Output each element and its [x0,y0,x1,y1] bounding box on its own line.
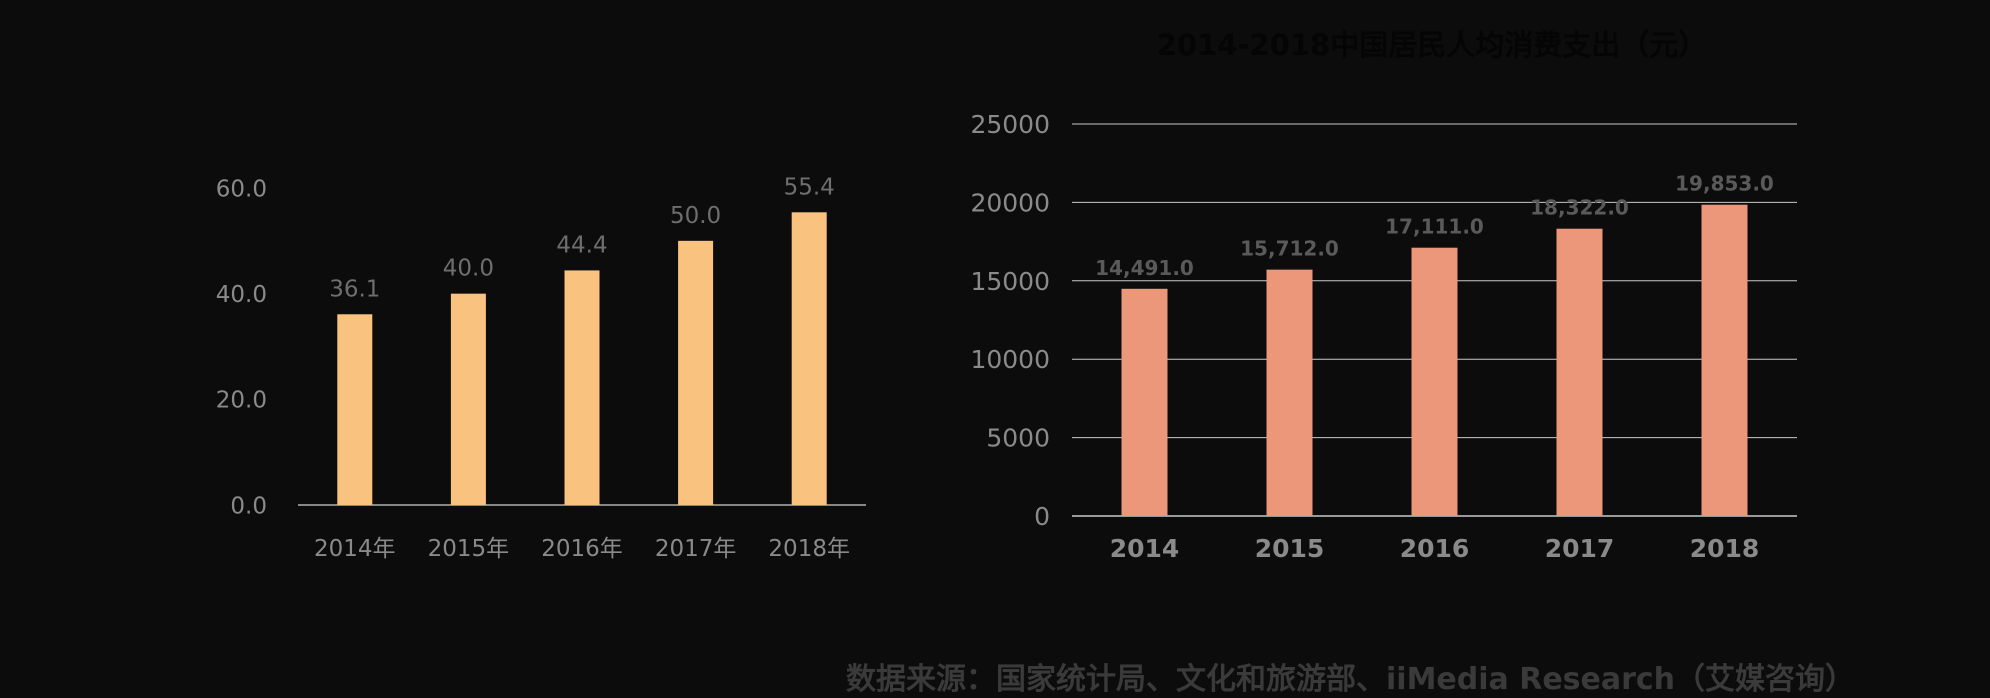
bar [678,240,714,506]
bar [1556,228,1603,516]
data-label: 44.4 [556,232,607,258]
data-label: 14,491.0 [1095,256,1194,280]
data-label: 18,322.0 [1530,196,1629,220]
y-tick-label: 15000 [970,267,1050,296]
bar [1121,288,1168,516]
data-label: 19,853.0 [1675,172,1774,196]
bar [1411,247,1458,516]
y-tick-label: 5000 [986,424,1050,453]
bar [337,314,373,505]
y-tick-label: 10000 [970,345,1050,374]
y-tick-label: 40.0 [216,282,267,308]
x-tick-label: 2018年 [768,536,850,562]
y-tick-label: 25000 [970,110,1050,139]
x-tick-label: 2017年 [655,536,737,562]
bar [791,212,827,505]
x-tick-label: 2018 [1690,534,1760,563]
x-tick-label: 2017 [1545,534,1615,563]
y-tick-label: 0 [1034,502,1050,531]
x-tick-label: 2014年 [314,536,396,562]
left-bar-chart: 0.0 20.0 40.0 60.0 36.1 2014年 40.0 2015年 44.4 201… [216,174,866,562]
data-label: 50.0 [670,203,721,229]
data-source-note: 数据来源：国家统计局、文化和旅游部、iiMedia Research（艾媒咨询） [846,662,1856,697]
x-tick-label: 2015年 [428,536,510,562]
chart-title: 2014-2018中国居民人均消费支出（元） [1157,28,1707,62]
data-label: 15,712.0 [1240,237,1339,261]
bar [450,293,486,505]
y-tick-label: 20000 [970,188,1050,217]
bar [564,270,600,505]
charts-canvas: 0.0 20.0 40.0 60.0 36.1 2014年 40.0 2015年 44.4 201… [215,28,1797,563]
x-tick-label: 2016 [1400,534,1470,563]
x-tick-label: 2016年 [541,536,623,562]
x-tick-label: 2015 [1255,534,1325,563]
data-label: 36.1 [329,276,380,302]
bar [1266,269,1313,516]
y-tick-label: 0.0 [230,493,267,519]
data-label: 17,111.0 [1385,215,1484,239]
right-bar-chart: 2014-2018中国居民人均消费支出（元） 0 5000 10000 15000 200… [970,28,1797,563]
data-label: 55.4 [784,174,835,200]
x-tick-label: 2014 [1110,534,1180,563]
y-tick-label: 60.0 [216,176,267,202]
data-label: 40.0 [443,256,494,282]
bar [1701,204,1748,516]
y-tick-label: 20.0 [216,388,267,414]
